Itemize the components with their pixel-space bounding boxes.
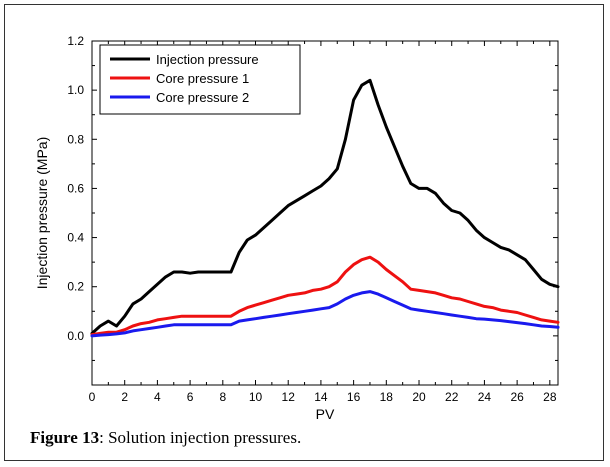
y-tick-label: 0.6: [67, 181, 84, 195]
legend-label-core-pressure-2: Core pressure 2: [156, 90, 249, 105]
x-tick-label: 14: [314, 390, 328, 404]
x-tick-label: 18: [380, 390, 394, 404]
x-tick-label: 8: [219, 390, 226, 404]
figure-caption: Figure 13: Solution injection pressures.: [30, 428, 301, 448]
x-tick-label: 16: [347, 390, 361, 404]
x-tick-label: 22: [445, 390, 459, 404]
x-tick-label: 24: [478, 390, 492, 404]
figure-caption-label: Figure 13: [30, 428, 100, 447]
y-tick-label: 0.4: [67, 231, 84, 245]
x-tick-label: 0: [89, 390, 96, 404]
y-tick-label: 1.2: [67, 34, 84, 48]
x-tick-label: 12: [282, 390, 296, 404]
y-tick-label: 0.0: [67, 329, 84, 343]
series-line-core-pressure-2: [90, 290, 560, 338]
y-tick-label: 1.0: [67, 83, 84, 97]
x-tick-label: 4: [154, 390, 161, 404]
series-layer: [90, 78, 560, 338]
x-axis-label: PV: [316, 406, 335, 422]
x-tick-label: 2: [121, 390, 128, 404]
x-tick-label: 28: [543, 390, 557, 404]
series-line-injection-pressure: [90, 78, 560, 335]
figure-caption-text: : Solution injection pressures.: [99, 428, 302, 447]
y-tick-label: 0.2: [67, 280, 84, 294]
x-tick-label: 6: [187, 390, 194, 404]
axis-labels: PV Injection pressure (MPa): [34, 137, 335, 422]
y-tick-label: 0.8: [67, 132, 84, 146]
x-tick-label: 26: [510, 390, 524, 404]
x-tick-label: 10: [249, 390, 263, 404]
y-axis-label: Injection pressure (MPa): [34, 137, 50, 290]
legend-label-injection-pressure: Injection pressure: [156, 52, 259, 67]
legend: Injection pressure Core pressure 1 Core pr…: [99, 44, 301, 115]
series-line-core-pressure-1: [90, 255, 560, 337]
axes-layer: 0 2 4 6 8 10 12 14 16 18 20 22 24 26 280.00.20.40.60.8…: [67, 34, 559, 404]
legend-label-core-pressure-1: Core pressure 1: [156, 71, 249, 86]
x-tick-label: 20: [412, 390, 426, 404]
